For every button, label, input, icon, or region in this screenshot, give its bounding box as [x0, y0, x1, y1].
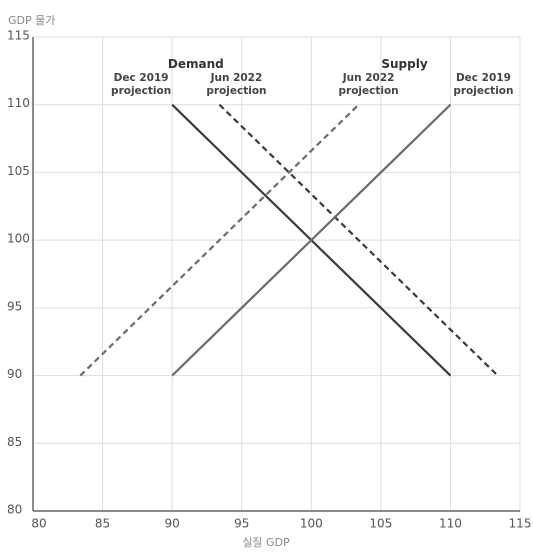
- y-tick-label: 90: [7, 367, 22, 381]
- group-title: Supply: [381, 57, 428, 71]
- x-tick-label: 100: [300, 517, 323, 531]
- y-tick-label: 85: [7, 435, 22, 449]
- y-tick-label: 80: [7, 503, 22, 517]
- line-series: [79, 103, 360, 377]
- x-tick-label: 90: [165, 517, 180, 531]
- x-tick-label: 110: [439, 517, 462, 531]
- line-series: [171, 103, 452, 377]
- y-axis-title: GDP 물가: [8, 14, 55, 27]
- x-axis-title: 실질 GDP: [242, 536, 290, 549]
- y-tick-label: 110: [7, 96, 30, 110]
- y-tick-label: 95: [7, 299, 22, 313]
- x-tick-label: 80: [31, 517, 46, 531]
- line-series: [218, 103, 499, 377]
- y-tick-label: 100: [7, 232, 30, 246]
- group-title: Demand: [167, 57, 224, 71]
- series-label: Jun 2022 projection: [206, 72, 267, 97]
- x-tick-label: 115: [509, 517, 532, 531]
- x-tick-label: 85: [95, 517, 110, 531]
- series-label: Dec 2019 projection: [453, 72, 514, 97]
- series-label: Dec 2019 projection: [111, 72, 172, 97]
- y-tick-label: 105: [7, 164, 30, 178]
- x-tick-label: 105: [369, 517, 392, 531]
- y-tick-label: 115: [7, 29, 30, 43]
- x-tick-label: 95: [234, 517, 249, 531]
- series-label: Jun 2022 projection: [338, 72, 399, 97]
